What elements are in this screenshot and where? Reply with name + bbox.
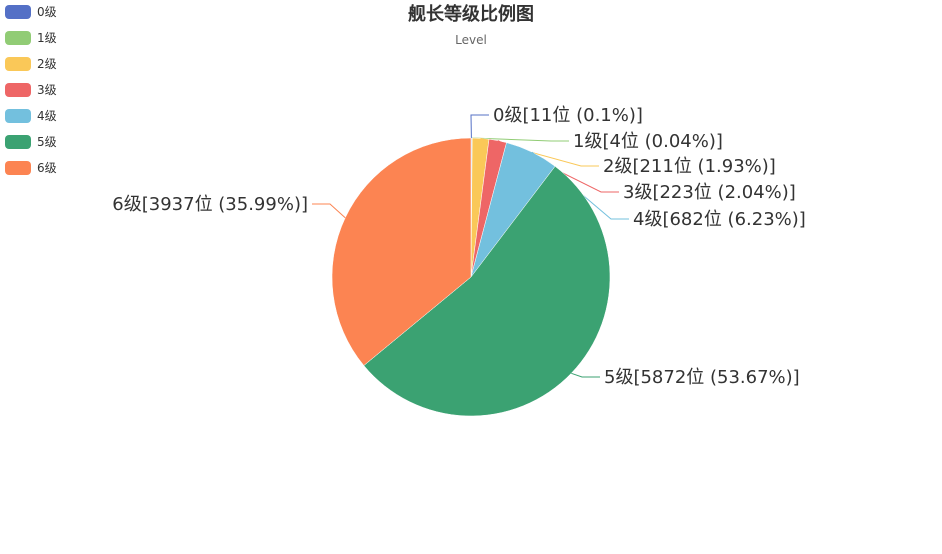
legend-label: 6级 xyxy=(37,161,57,175)
slice-label: 0级[11位 (0.1%)] xyxy=(493,105,643,126)
legend-swatch xyxy=(5,31,31,45)
legend-label: 0级 xyxy=(37,5,57,19)
chart-subtitle: Level xyxy=(455,33,487,47)
pie-slice[interactable] xyxy=(331,137,472,366)
legend-item[interactable]: 5级 xyxy=(5,135,57,149)
leader-line xyxy=(470,114,489,139)
leader-line xyxy=(312,203,346,219)
leader-line xyxy=(571,372,600,378)
legend-swatch xyxy=(5,5,31,19)
legend-label: 2级 xyxy=(37,57,57,71)
legend-item[interactable]: 4级 xyxy=(5,109,57,123)
legend-swatch xyxy=(5,109,31,123)
legend: 0级 1级 2级 3级 4级 5级 6级 xyxy=(5,5,57,187)
slice-label: 6级[3937位 (35.99%)] xyxy=(112,194,308,215)
slice-label: 5级[5872位 (53.67%)] xyxy=(604,367,800,388)
legend-swatch xyxy=(5,161,31,175)
legend-label: 3级 xyxy=(37,83,57,97)
legend-label: 1级 xyxy=(37,31,57,45)
legend-label: 4级 xyxy=(37,109,57,123)
legend-swatch xyxy=(5,83,31,97)
chart-title: 舰长等级比例图 xyxy=(408,4,534,25)
legend-swatch xyxy=(5,57,31,71)
legend-swatch xyxy=(5,135,31,149)
legend-item[interactable]: 1级 xyxy=(5,31,57,45)
slice-label: 4级[682位 (6.23%)] xyxy=(633,209,806,230)
slice-label: 1级[4位 (0.04%)] xyxy=(573,131,723,152)
pie-slice[interactable] xyxy=(363,165,611,417)
legend-item[interactable]: 6级 xyxy=(5,161,57,175)
legend-label: 5级 xyxy=(37,135,57,149)
legend-item[interactable]: 3级 xyxy=(5,83,57,97)
leader-line xyxy=(471,137,569,142)
slice-label: 2级[211位 (1.93%)] xyxy=(603,156,776,177)
legend-item[interactable]: 0级 xyxy=(5,5,57,19)
legend-item[interactable]: 2级 xyxy=(5,57,57,71)
slice-label: 3级[223位 (2.04%)] xyxy=(623,182,796,203)
